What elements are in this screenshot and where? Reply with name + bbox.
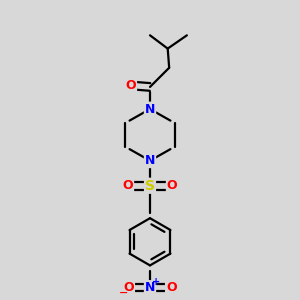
Text: O: O: [123, 281, 134, 294]
Text: N: N: [145, 281, 155, 294]
Text: O: O: [167, 179, 177, 192]
Text: O: O: [123, 179, 133, 192]
Text: N: N: [145, 154, 155, 167]
Text: O: O: [125, 79, 136, 92]
Text: +: +: [152, 277, 160, 287]
Text: −: −: [119, 288, 128, 298]
Text: O: O: [166, 281, 177, 294]
Text: N: N: [145, 103, 155, 116]
Text: S: S: [145, 179, 155, 193]
